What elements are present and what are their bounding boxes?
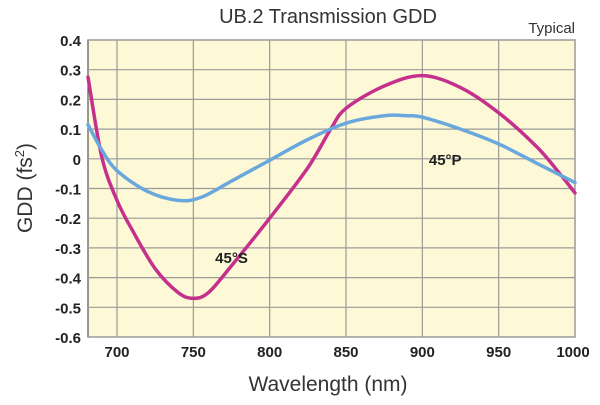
y-tick-label: 0.4	[60, 33, 82, 50]
chart-title: UB.2 Transmission GDD	[219, 6, 437, 28]
y-tick-label: -0.3	[55, 241, 81, 258]
y-tick-label: -0.6	[55, 330, 81, 347]
y-tick-label: -0.1	[55, 182, 81, 199]
y-axis-label-sup: 2	[12, 150, 27, 157]
x-tick-label: 1000	[556, 344, 589, 361]
grid-lines	[88, 39, 576, 338]
x-tick-label: 700	[104, 344, 129, 361]
series-labels: 45°S 45°P	[215, 152, 461, 267]
x-tick-labels: 700 750 800 850 900 950 1000	[104, 344, 589, 361]
series-lines	[86, 73, 577, 301]
y-tick-label: -0.4	[55, 271, 82, 288]
series-label-45s: 45°S	[215, 250, 248, 267]
y-axis-label-close: )	[14, 143, 37, 150]
x-tick-label: 750	[181, 344, 206, 361]
x-axis-label: Wavelength (nm)	[248, 373, 407, 396]
y-tick-label: 0.1	[60, 122, 81, 139]
series-line-45s	[86, 73, 577, 301]
y-tick-label: -0.2	[55, 211, 81, 228]
y-axis-label-main: GDD (fs	[14, 157, 37, 233]
series-label-45p: 45°P	[429, 152, 462, 169]
x-tick-label: 800	[257, 344, 282, 361]
y-axis-label: GDD (fs2)	[12, 143, 37, 233]
y-tick-label: -0.5	[55, 300, 81, 317]
y-tick-labels: 0.4 0.3 0.2 0.1 0 -0.1 -0.2 -0.3 -0.4 -0.5 -0.6	[55, 33, 82, 347]
y-tick-label: 0.3	[60, 63, 81, 80]
y-tick-label: 0	[73, 152, 81, 169]
x-tick-label: 900	[410, 344, 435, 361]
series-line-45p	[86, 113, 577, 203]
x-tick-label: 850	[333, 344, 358, 361]
x-tick-label: 950	[486, 344, 511, 361]
chart-subtitle: Typical	[528, 20, 575, 37]
y-tick-label: 0.2	[60, 92, 81, 109]
